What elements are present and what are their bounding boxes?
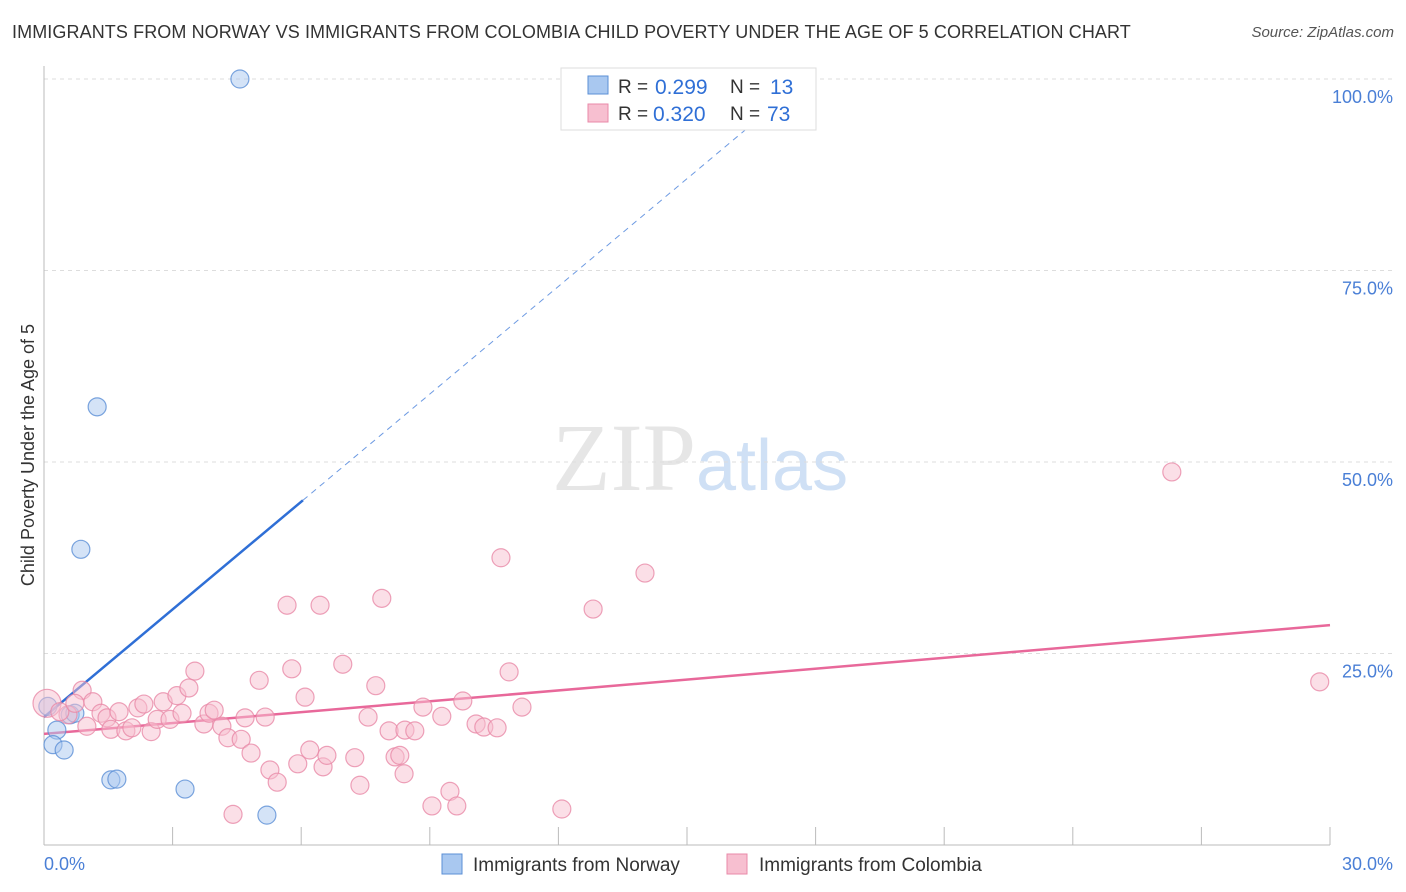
colombia-point (300, 740, 320, 760)
colombia-point (345, 748, 365, 768)
colombia-point (235, 708, 255, 728)
legend-norway-label: Immigrants from Norway (473, 855, 680, 876)
y-tick-label: 75.0% (1342, 279, 1393, 299)
colombia-point (390, 745, 410, 765)
stat-r-label: R = (618, 77, 648, 98)
norway-trend-line (43, 499, 304, 719)
colombia-point (453, 691, 473, 711)
colombia-point (241, 743, 261, 763)
norway-point (54, 740, 74, 760)
colombia-point (394, 764, 414, 784)
colombia-point (422, 796, 442, 816)
legend-colombia-swatch (726, 853, 748, 875)
colombia-point (249, 670, 269, 690)
chart-title: IMMIGRANTS FROM NORWAY VS IMMIGRANTS FRO… (12, 22, 1131, 42)
colombia-point (172, 703, 192, 723)
watermark: ZIPatlas (552, 404, 848, 511)
colombia-point (372, 588, 392, 608)
norway-point (230, 69, 250, 89)
colombia-point (491, 548, 511, 568)
stat-r-colombia: 0.320 (653, 103, 706, 126)
colombia-point (405, 721, 425, 741)
colombia-point (583, 599, 603, 619)
legend-norway-swatch (441, 853, 463, 875)
norway-trend-extension (302, 124, 752, 501)
colombia-point (109, 702, 129, 722)
colombia-point (179, 678, 199, 698)
colombia-point (512, 697, 532, 717)
colombia-point (282, 659, 302, 679)
colombia-point (288, 754, 308, 774)
colombia-point (231, 729, 251, 749)
norway-point (257, 805, 277, 825)
colombia-point (277, 595, 297, 615)
x-tick-label-min: 0.0% (44, 854, 85, 874)
colombia-point (65, 693, 85, 713)
stats-legend: R = 0.299 N = 13 R = 0.320 N = 73 (560, 67, 817, 131)
stat-r-norway: 0.299 (655, 76, 708, 99)
norway-point (107, 769, 127, 789)
series-legend: Immigrants from Norway Immigrants from C… (441, 853, 982, 876)
norway-swatch (587, 75, 609, 95)
colombia-point (255, 707, 275, 727)
colombia-point (317, 745, 337, 765)
colombia-point (50, 702, 70, 722)
stat-n-label: N = (730, 104, 760, 125)
y-tick-label: 50.0% (1342, 470, 1393, 490)
stat-n-norway: 13 (770, 76, 793, 99)
colombia-point (487, 718, 507, 738)
colombia-point (350, 775, 370, 795)
colombia-point (204, 700, 224, 720)
colombia-point (447, 796, 467, 816)
colombia-point (122, 718, 142, 738)
colombia-point (432, 706, 452, 726)
colombia-point (413, 697, 433, 717)
colombia-swatch (587, 103, 609, 123)
colombia-point (295, 687, 315, 707)
colombia-point (358, 707, 378, 727)
y-tick-label: 25.0% (1342, 662, 1393, 682)
colombia-point (552, 799, 572, 819)
y-axis-label: Child Poverty Under the Age of 5 (18, 324, 38, 586)
legend-colombia-label: Immigrants from Colombia (759, 855, 982, 876)
stat-r-label: R = (618, 104, 648, 125)
colombia-point (333, 654, 353, 674)
y-tick-label: 100.0% (1332, 87, 1393, 107)
colombia-point (223, 804, 243, 824)
colombia-point (1310, 672, 1330, 692)
norway-point (175, 779, 195, 799)
colombia-point (267, 772, 287, 792)
colombia-point (77, 716, 97, 736)
norway-point (87, 397, 107, 417)
colombia-point (310, 595, 330, 615)
colombia-point (1162, 462, 1182, 482)
stat-n-colombia: 73 (767, 103, 790, 126)
source-label: Source: ZipAtlas.com (1251, 24, 1394, 41)
colombia-point (185, 661, 205, 681)
colombia-point (366, 676, 386, 696)
stat-n-label: N = (730, 77, 760, 98)
colombia-point (499, 662, 519, 682)
norway-point (71, 539, 91, 559)
colombia-point (635, 563, 655, 583)
x-tick-label-max: 30.0% (1342, 854, 1393, 874)
colombia-point (134, 694, 154, 714)
